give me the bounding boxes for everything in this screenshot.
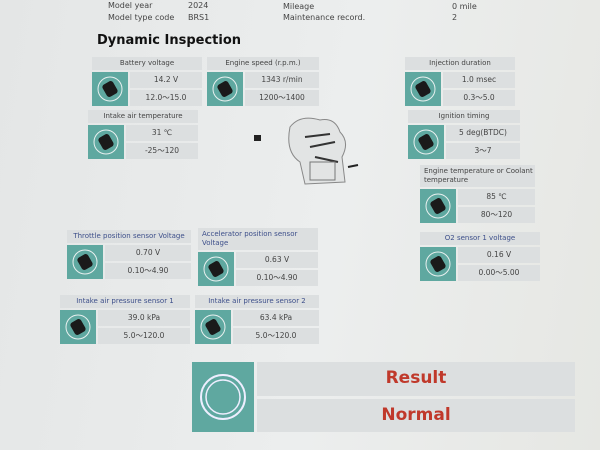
sensor-card: O2 sensor 1 voltage 0.16 V 0.00～5.00 — [420, 232, 540, 281]
sensor-range: 0.3～5.0 — [443, 90, 515, 106]
sensor-value: 0.63 V — [236, 252, 318, 268]
model-type-label: Model type code — [108, 13, 175, 22]
sensor-value: 0.70 V — [105, 245, 191, 261]
sensor-range: 0.00～5.00 — [458, 265, 540, 281]
sensor-label: Accelerator position sensor Voltage — [198, 228, 318, 250]
result-value: Normal — [257, 398, 575, 432]
sensor-value: 31 ℃ — [126, 125, 198, 141]
sensor-card: Intake air pressure sensor 2 63.4 kPa 5.… — [195, 295, 319, 344]
coolant-sensor-icon — [420, 189, 456, 223]
sensor-label: Throttle position sensor Voltage — [67, 230, 191, 243]
sensor-label: Injection duration — [405, 57, 515, 70]
sensor-value: 5 deg(BTDC) — [446, 125, 520, 141]
sensor-label: Intake air pressure sensor 1 — [60, 295, 190, 308]
battery-icon — [92, 72, 128, 106]
sensor-label: Ignition timing — [408, 110, 520, 123]
sensor-card: Battery voltage 14.2 V 12.0～15.0 — [92, 57, 202, 106]
sensor-card: Injection duration 1.0 msec 0.3～5.0 — [405, 57, 515, 106]
sensor-card: Intake air pressure sensor 1 39.0 kPa 5.… — [60, 295, 190, 344]
result-ring-icon — [192, 362, 254, 432]
sensor-range: 3～7 — [446, 143, 520, 159]
sensor-label: Battery voltage — [92, 57, 202, 70]
tachometer-icon — [207, 72, 243, 106]
sensor-value: 1.0 msec — [443, 72, 515, 88]
section-title: Dynamic Inspection — [97, 33, 242, 48]
throttle-sensor-icon — [67, 245, 103, 279]
sensor-card: Engine speed (r.p.m.) 1343 r/min 1200～14… — [207, 57, 319, 106]
sensor-value: 0.16 V — [458, 247, 540, 263]
model-type-value: BRS1 — [188, 13, 210, 22]
sensor-range: 5.0～120.0 — [98, 328, 190, 344]
sensor-range: -25～120 — [126, 143, 198, 159]
pressure-sensor-icon — [195, 310, 231, 344]
mileage-label: Mileage — [283, 2, 315, 11]
sensor-value: 63.4 kPa — [233, 310, 319, 326]
connector-icon — [254, 135, 261, 141]
spark-plug-icon — [408, 125, 444, 159]
sensor-value: 39.0 kPa — [98, 310, 190, 326]
sensor-value: 14.2 V — [130, 72, 202, 88]
injector-icon — [405, 72, 441, 106]
maintenance-value: 2 — [452, 13, 458, 22]
sensor-card: Intake air temperature 31 ℃ -25～120 — [88, 110, 198, 159]
sensor-card: Accelerator position sensor Voltage 0.63… — [198, 228, 318, 286]
sensor-card: Engine temperature or Coolant temperatur… — [420, 165, 535, 223]
sensor-label: Engine speed (r.p.m.) — [207, 57, 319, 70]
sensor-range: 0.10～4.90 — [236, 270, 318, 286]
engine-illustration — [288, 117, 359, 185]
sensor-range: 0.10～4.90 — [105, 263, 191, 279]
sensor-label: Intake air temperature — [88, 110, 198, 123]
sensor-label: Engine temperature or Coolant temperatur… — [420, 165, 535, 187]
result-label: Result — [257, 362, 575, 396]
sensor-range: 80～120 — [458, 207, 535, 223]
sensor-card: Throttle position sensor Voltage 0.70 V … — [67, 230, 191, 279]
sensor-label: Intake air pressure sensor 2 — [195, 295, 319, 308]
model-year-value: 2024 — [188, 1, 209, 10]
temperature-sensor-icon — [88, 125, 124, 159]
o2-sensor-icon — [420, 247, 456, 281]
result-panel: Result Normal — [192, 362, 575, 432]
sensor-label: O2 sensor 1 voltage — [420, 232, 540, 245]
sensor-card: Ignition timing 5 deg(BTDC) 3～7 — [408, 110, 520, 159]
pressure-sensor-icon — [60, 310, 96, 344]
accelerator-sensor-icon — [198, 252, 234, 286]
sensor-value: 85 ℃ — [458, 189, 535, 205]
sensor-value: 1343 r/min — [245, 72, 319, 88]
maintenance-label: Maintenance record. — [283, 13, 366, 22]
sensor-range: 12.0～15.0 — [130, 90, 202, 106]
mileage-value: 0 mile — [452, 2, 477, 11]
sensor-range: 5.0～120.0 — [233, 328, 319, 344]
model-year-label: Model year — [108, 1, 153, 10]
sensor-range: 1200～1400 — [245, 90, 319, 106]
